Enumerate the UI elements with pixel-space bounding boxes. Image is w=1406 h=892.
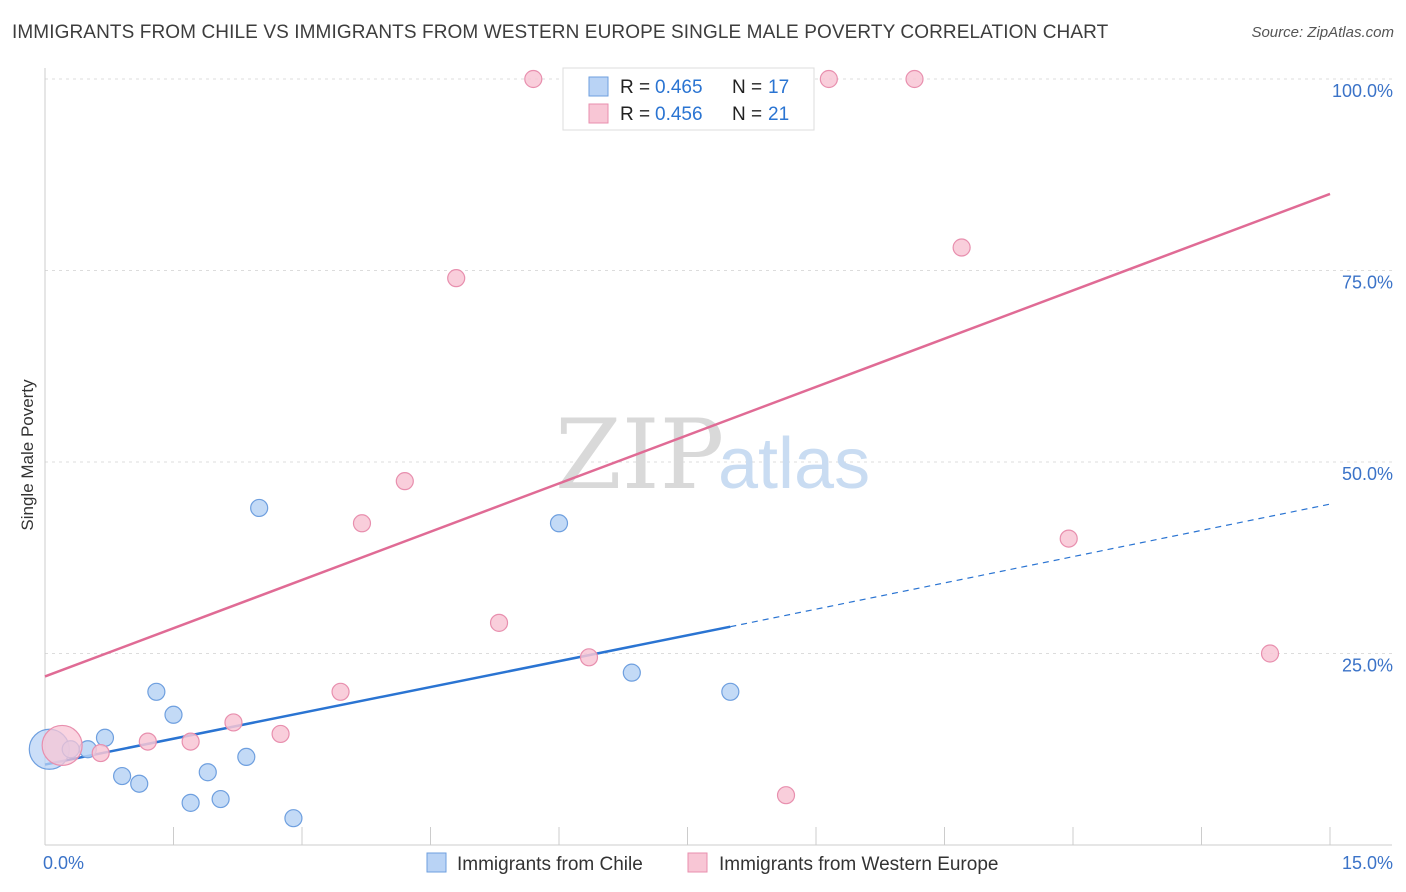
point-western-europe (1059, 529, 1078, 548)
point-chile (549, 514, 569, 533)
legend-bottom-swatch-pink (687, 852, 708, 873)
point-western-europe (352, 514, 372, 533)
legend-bottom-swatch-blue (426, 852, 447, 873)
point-western-europe (181, 732, 200, 751)
legend-n-value: 21 (768, 104, 789, 125)
watermark-zip: ZIP (555, 399, 724, 511)
point-western-europe (91, 743, 110, 763)
point-western-europe (952, 238, 971, 257)
point-western-europe (905, 69, 924, 89)
point-western-europe (447, 269, 466, 288)
point-western-europe (579, 648, 599, 667)
point-western-europe (271, 724, 290, 744)
point-western-europe (524, 69, 543, 89)
point-chile (237, 747, 256, 767)
y-tick-label: 75.0% (1342, 273, 1393, 293)
data-points (28, 69, 1280, 828)
point-chile (112, 766, 132, 786)
legend-bottom: Immigrants from Chile Immigrants from We… (426, 852, 998, 875)
legend-r-label: R = (620, 77, 650, 98)
point-chile (211, 789, 230, 809)
axes (44, 68, 1392, 846)
point-chile (164, 705, 183, 724)
point-chile (198, 763, 217, 782)
legend-bottom-label-chile: Immigrants from Chile (457, 854, 643, 875)
legend-n-label: N = (732, 77, 762, 98)
point-chile (250, 498, 269, 518)
point-western-europe (489, 613, 509, 632)
point-western-europe (1260, 644, 1280, 663)
legend-r-value: 0.465 (655, 77, 703, 98)
trend-line-chile (44, 625, 731, 766)
point-chile (130, 774, 149, 793)
point-chile (622, 663, 641, 682)
legend-bottom-label-western-europe: Immigrants from Western Europe (719, 854, 998, 875)
legend-swatch-blue (588, 76, 609, 97)
y-tick-label: 50.0% (1342, 464, 1393, 484)
tick-labels: 25.0% 50.0% 75.0% 100.0% 0.0% 15.0% (43, 81, 1393, 873)
x-tick-label: 0.0% (43, 853, 84, 873)
point-western-europe (819, 69, 838, 89)
point-chile (181, 793, 200, 812)
legend-top: R = 0.465 N = 17 R = 0.456 N = 21 (562, 67, 815, 131)
legend-swatch-pink (588, 103, 609, 124)
point-western-europe (776, 786, 796, 805)
y-tick-label: 100.0% (1332, 81, 1393, 101)
point-chile (284, 809, 303, 828)
trend-line-chile-extension (730, 503, 1331, 628)
point-chile (95, 728, 115, 747)
point-western-europe (224, 713, 243, 732)
watermark-atlas: atlas (718, 424, 870, 504)
point-western-europe (331, 682, 350, 701)
legend-n-label: N = (732, 104, 762, 125)
source-label: Source: ZipAtlas.com (1251, 24, 1394, 41)
legend-n-value: 17 (768, 77, 789, 98)
point-western-europe (395, 472, 414, 491)
chart-title: IMMIGRANTS FROM CHILE VS IMMIGRANTS FROM… (12, 22, 1109, 43)
x-tick-label: 15.0% (1342, 853, 1393, 873)
point-western-europe (138, 732, 157, 751)
y-tick-label: 25.0% (1342, 656, 1393, 676)
trend-lines (44, 192, 1331, 766)
legend-r-label: R = (620, 104, 650, 125)
gridlines (45, 78, 1392, 654)
point-chile (721, 682, 740, 701)
watermark: ZIP atlas (555, 399, 870, 511)
point-western-europe (41, 724, 83, 767)
trend-line-western-europe (44, 192, 1331, 678)
point-chile (147, 682, 166, 701)
legend-r-value: 0.456 (655, 104, 703, 125)
